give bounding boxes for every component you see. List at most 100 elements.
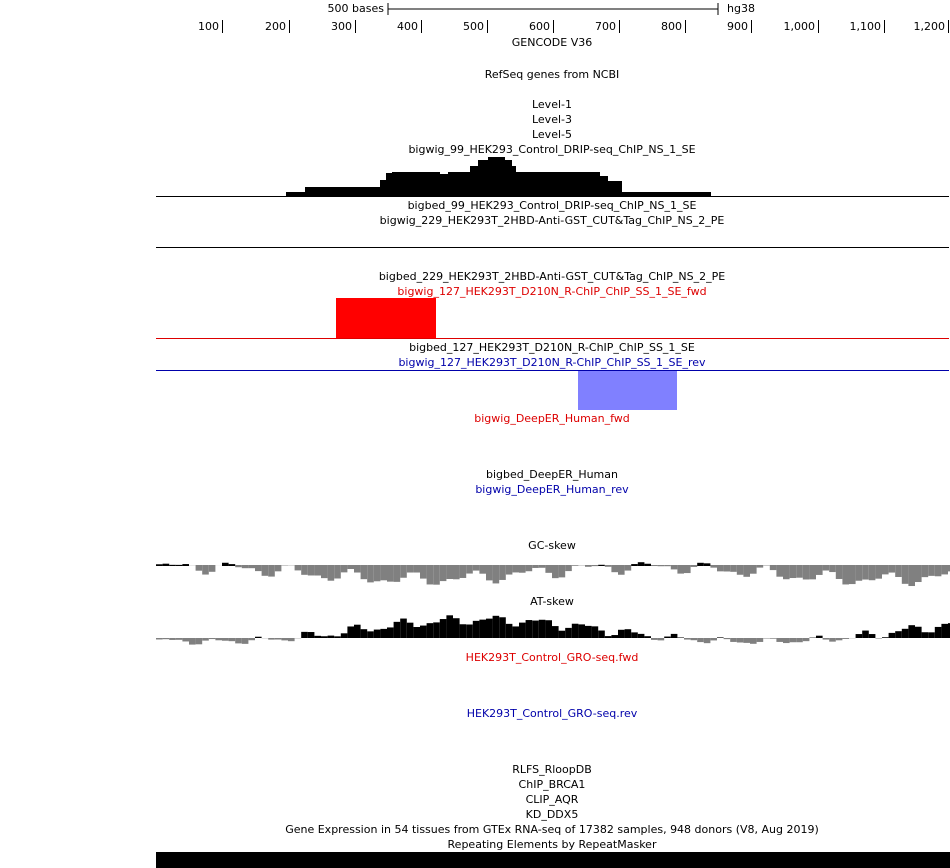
gc-bar: [842, 565, 849, 585]
ruler-tick-label: 1,200: [914, 20, 946, 33]
at-bar: [281, 638, 288, 641]
at-bar: [802, 638, 810, 642]
at-bar: [835, 638, 843, 641]
at-bar: [169, 638, 176, 640]
at-bar: [868, 634, 876, 638]
gc-bar: [631, 564, 638, 566]
gc-bar: [657, 565, 665, 567]
at-bar: [413, 627, 420, 638]
at-bar: [677, 637, 684, 638]
gc-bar: [433, 565, 440, 585]
gc-bar: [255, 565, 262, 572]
at-bar: [651, 638, 658, 640]
at-bar: [670, 633, 678, 638]
track-label: AT-skew: [530, 595, 574, 608]
gc-bar: [921, 565, 929, 578]
at-bar: [901, 628, 909, 638]
at-bar: [400, 618, 407, 638]
at-bar: [565, 627, 572, 638]
at-bar: [736, 638, 744, 643]
at-bar: [222, 638, 229, 641]
gc-bar: [604, 565, 612, 567]
track-label: Gene Expression in 54 tissues from GTEx …: [285, 823, 819, 836]
gc-bar: [730, 565, 737, 572]
at-bar: [235, 638, 242, 644]
gc-bar: [750, 565, 757, 574]
at-bar: [347, 626, 354, 638]
at-bar: [387, 627, 394, 638]
at-bar: [717, 637, 724, 638]
gc-bar: [868, 565, 876, 581]
track-label: ChIP_BRCA1: [519, 778, 586, 791]
track-label: bigwig_127_HEK293T_D210N_R-ChIP_ChIP_SS_…: [398, 356, 706, 369]
gc-bar: [723, 565, 731, 572]
scale-label: 500 bases: [328, 2, 385, 15]
at-bar: [697, 638, 704, 643]
at-bar: [928, 632, 935, 638]
gc-bar: [373, 565, 381, 582]
gc-bar: [202, 565, 209, 575]
gc-bar: [156, 564, 163, 566]
track-label: bigwig_DeepER_Human_rev: [475, 483, 629, 496]
gc-bar: [618, 565, 625, 575]
gc-bar: [406, 565, 414, 573]
at-bar: [598, 630, 605, 638]
at-bar: [631, 632, 638, 638]
ruler-tick-label: 800: [661, 20, 682, 33]
track-label: Level-1: [532, 98, 572, 111]
gc-bar: [697, 562, 704, 566]
ruler-tick-label: 1,100: [850, 20, 882, 33]
at-bar: [241, 638, 249, 644]
gc-bar: [585, 565, 592, 567]
at-bar: [525, 620, 533, 638]
gc-bar: [710, 565, 717, 568]
at-bar: [472, 620, 480, 638]
gc-bar: [796, 565, 803, 578]
at-bar: [888, 632, 896, 638]
at-bar: [360, 629, 368, 638]
gc-bar: [809, 565, 816, 580]
gc-bar: [948, 565, 950, 572]
at-bar: [156, 638, 163, 640]
at-bar: [743, 638, 750, 643]
track-label: KD_DDX5: [526, 808, 579, 821]
gc-bar: [895, 565, 902, 577]
gc-bar: [314, 565, 321, 576]
at-bar: [367, 631, 374, 638]
gc-bar: [459, 565, 467, 578]
gc-bar: [525, 565, 533, 572]
ruler-tick-label: 1,000: [784, 20, 816, 33]
at-bar: [690, 638, 698, 641]
gc-bar: [690, 565, 698, 567]
at-bar: [558, 630, 566, 638]
gc-bar: [915, 565, 922, 583]
at-bar: [895, 631, 902, 638]
at-bar: [466, 624, 473, 638]
gc-bar: [532, 565, 539, 568]
at-bar: [321, 636, 328, 638]
at-bar: [215, 638, 222, 641]
gc-bar: [703, 563, 711, 566]
gc-bar: [644, 563, 651, 566]
at-bar: [202, 638, 209, 641]
gc-bar: [816, 565, 823, 575]
at-bar: [195, 638, 203, 645]
gc-bar: [182, 564, 189, 566]
gc-bar: [453, 565, 460, 580]
gc-bar: [327, 565, 335, 581]
gc-bar: [802, 565, 810, 580]
gc-bar: [301, 565, 308, 575]
gc-bar: [360, 565, 368, 580]
gc-bar: [413, 565, 420, 573]
track-label: HEK293T_Control_GRO-seq.fwd: [466, 651, 639, 664]
gc-bar: [829, 565, 836, 573]
gc-bar: [664, 565, 671, 567]
at-bar: [644, 636, 651, 638]
at-bar: [486, 618, 493, 638]
rev-signal: [578, 371, 677, 410]
at-bar: [637, 633, 645, 638]
at-bar: [730, 638, 737, 642]
at-bar: [822, 638, 830, 640]
at-bar: [459, 624, 467, 638]
gc-bar: [571, 565, 579, 566]
